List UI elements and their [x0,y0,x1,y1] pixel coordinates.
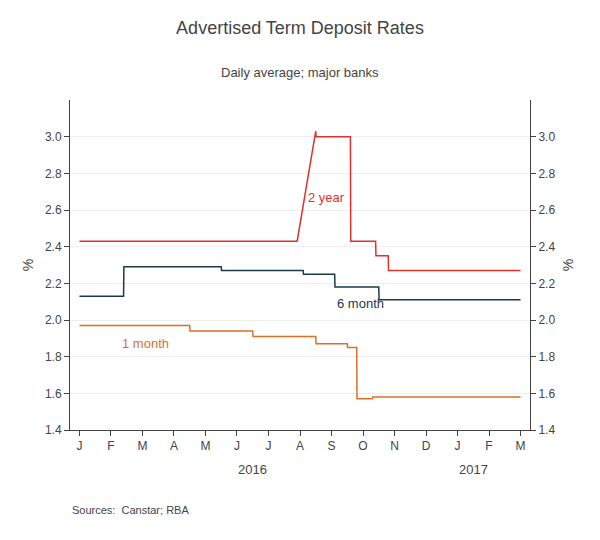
svg-text:Sources: Canstar; RBA: Sources: Canstar; RBA [72,504,189,516]
svg-text:D: D [422,439,431,453]
svg-text:1.8: 1.8 [45,350,62,364]
svg-text:1 month: 1 month [122,336,169,351]
svg-text:%: % [20,259,36,271]
svg-text:A: A [296,439,304,453]
svg-text:2017: 2017 [459,462,488,477]
svg-text:O: O [358,439,367,453]
svg-text:2016: 2016 [238,462,267,477]
svg-text:2.0: 2.0 [45,313,62,327]
svg-text:2.8: 2.8 [45,167,62,181]
svg-text:2.0: 2.0 [538,313,555,327]
svg-text:2.6: 2.6 [538,203,555,217]
svg-text:A: A [170,439,178,453]
svg-text:2 year: 2 year [308,190,345,205]
svg-text:Advertised Term Deposit Rates: Advertised Term Deposit Rates [176,18,424,38]
svg-text:3.0: 3.0 [538,130,555,144]
svg-text:1.8: 1.8 [538,350,555,364]
svg-text:2.4: 2.4 [45,240,62,254]
svg-text:F: F [107,439,114,453]
svg-text:1.4: 1.4 [45,423,62,437]
svg-text:2.4: 2.4 [538,240,555,254]
svg-text:%: % [560,259,576,271]
svg-text:J: J [265,439,271,453]
svg-text:M: M [137,439,147,453]
svg-text:M: M [516,439,526,453]
svg-text:N: N [390,439,399,453]
svg-text:3.0: 3.0 [45,130,62,144]
svg-text:2.2: 2.2 [45,277,62,291]
svg-text:2.6: 2.6 [45,203,62,217]
svg-text:S: S [328,439,336,453]
svg-text:2.8: 2.8 [538,167,555,181]
svg-text:J: J [234,439,240,453]
svg-text:6 month: 6 month [337,296,384,311]
svg-text:1.6: 1.6 [45,387,62,401]
svg-text:1.6: 1.6 [538,387,555,401]
svg-text:J: J [455,439,461,453]
svg-text:2.2: 2.2 [538,277,555,291]
svg-text:Daily average; major banks: Daily average; major banks [221,65,379,80]
svg-text:M: M [200,439,210,453]
svg-text:1.4: 1.4 [538,423,555,437]
svg-text:J: J [76,439,82,453]
svg-text:F: F [485,439,492,453]
